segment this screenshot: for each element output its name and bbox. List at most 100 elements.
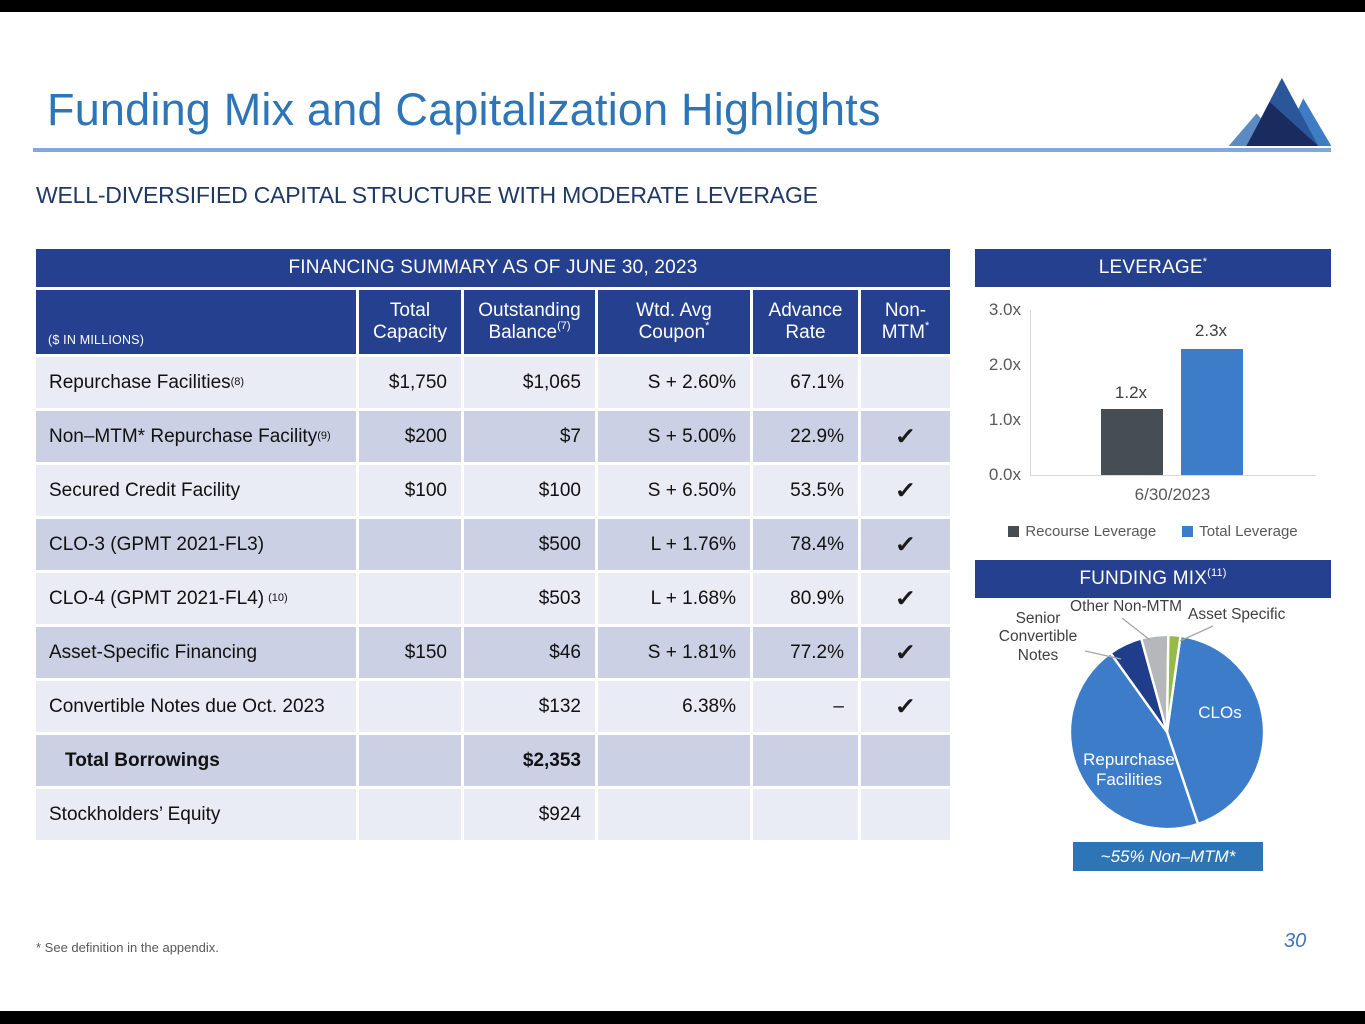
- cell-capacity: $1,750: [359, 357, 461, 408]
- column-header-coupon: Wtd. Avg Coupon*: [598, 290, 750, 354]
- bottom-bar: [0, 1011, 1365, 1024]
- cell-capacity: $100: [359, 465, 461, 516]
- cell-advance: [753, 735, 858, 786]
- slice-label-senior-convertible-notes: Senior Convertible Notes: [998, 610, 1078, 664]
- row-label: CLO-4 (GPMT 2021-FL4) (10): [36, 573, 356, 624]
- y-tick: 2.0x: [988, 355, 1021, 374]
- row-label: Stockholders’ Equity: [36, 789, 356, 840]
- legend-swatch-recourse: [1008, 526, 1020, 537]
- y-tick: 0.0x: [988, 465, 1021, 484]
- cell-capacity: [359, 519, 461, 570]
- slice-label-repurchase-facilities: Repurchase Facilities: [1083, 750, 1175, 790]
- cell-balance: $2,353: [464, 735, 595, 786]
- y-tick: 3.0x: [988, 300, 1021, 319]
- check-icon: ✓: [894, 585, 917, 611]
- cell-capacity: [359, 573, 461, 624]
- funding-mix-pie-chart: [1068, 633, 1266, 831]
- cell-balance: $1,065: [464, 357, 595, 408]
- row-label: Non–MTM* Repurchase Facility (9): [36, 411, 356, 462]
- cell-nonmtm: ✓: [861, 573, 950, 624]
- financing-table: FINANCING SUMMARY AS OF JUNE 30, 2023 ($…: [36, 249, 950, 840]
- row-label: Repurchase Facilities (8): [36, 357, 356, 408]
- title-divider: [33, 148, 1331, 152]
- check-icon: ✓: [894, 693, 917, 719]
- page-title: Funding Mix and Capitalization Highlight…: [47, 84, 881, 135]
- row-label: Asset-Specific Financing: [36, 627, 356, 678]
- cell-advance: 22.9%: [753, 411, 858, 462]
- check-icon: ✓: [894, 477, 917, 503]
- cell-coupon: S + 5.00%: [598, 411, 750, 462]
- cell-nonmtm: ✓: [861, 681, 950, 732]
- subtitle: WELL-DIVERSIFIED CAPITAL STRUCTURE WITH …: [36, 182, 818, 208]
- column-header-capacity: Total Capacity: [359, 290, 461, 354]
- cell-balance: $132: [464, 681, 595, 732]
- column-header-balance: Outstanding Balance(7): [464, 290, 595, 354]
- footnote: * See definition in the appendix.: [36, 940, 219, 955]
- cell-capacity: [359, 681, 461, 732]
- plot-area: [1030, 310, 1316, 476]
- cell-advance: 77.2%: [753, 627, 858, 678]
- cell-balance: $924: [464, 789, 595, 840]
- cell-advance: [753, 789, 858, 840]
- cell-advance: –: [753, 681, 858, 732]
- row-label: Total Borrowings: [36, 735, 356, 786]
- chart-legend: Recourse Leverage Total Leverage: [975, 523, 1331, 540]
- x-axis-category: 6/30/2023: [1134, 485, 1211, 504]
- cell-balance: $503: [464, 573, 595, 624]
- check-icon: ✓: [894, 531, 917, 557]
- cell-nonmtm: ✓: [861, 627, 950, 678]
- cell-advance: 53.5%: [753, 465, 858, 516]
- slice-label-clos: CLOs: [1198, 703, 1242, 722]
- cell-coupon: L + 1.76%: [598, 519, 750, 570]
- cell-balance: $100: [464, 465, 595, 516]
- cell-advance: 67.1%: [753, 357, 858, 408]
- table-title: FINANCING SUMMARY AS OF JUNE 30, 2023: [36, 249, 950, 287]
- slice-label-other-non-mtm: Other Non-MTM: [1070, 598, 1182, 615]
- cell-balance: $500: [464, 519, 595, 570]
- check-icon: ✓: [894, 639, 917, 665]
- row-label: Secured Credit Facility: [36, 465, 356, 516]
- legend-item: Recourse Leverage: [1008, 523, 1156, 540]
- cell-coupon: L + 1.68%: [598, 573, 750, 624]
- leverage-chart: 3.0x 2.0x 1.0x 0.0x 1.2x 2.3x 6/30/2023 …: [975, 287, 1331, 563]
- page-number: 30: [1284, 930, 1307, 952]
- column-header-nonmtm: Non-MTM*: [861, 290, 950, 354]
- check-icon: ✓: [894, 423, 917, 449]
- column-header-advance: Advance Rate: [753, 290, 858, 354]
- bar-0: [1101, 409, 1163, 475]
- cell-nonmtm: [861, 789, 950, 840]
- bar-value-label: 2.3x: [1194, 321, 1228, 340]
- cell-coupon: S + 2.60%: [598, 357, 750, 408]
- cell-nonmtm: ✓: [861, 519, 950, 570]
- row-label: CLO-3 (GPMT 2021-FL3): [36, 519, 356, 570]
- cell-capacity: [359, 789, 461, 840]
- pie-slice: [1165, 634, 1266, 826]
- cell-nonmtm: [861, 735, 950, 786]
- cell-capacity: [359, 735, 461, 786]
- cell-coupon: S + 6.50%: [598, 465, 750, 516]
- slice-label-asset-specific: Asset Specific: [1188, 606, 1286, 623]
- pie-slice: [1068, 651, 1200, 831]
- cell-coupon: 6.38%: [598, 681, 750, 732]
- cell-coupon: S + 1.81%: [598, 627, 750, 678]
- cell-nonmtm: ✓: [861, 411, 950, 462]
- cell-balance: $46: [464, 627, 595, 678]
- cell-capacity: $150: [359, 627, 461, 678]
- legend-label: Recourse Leverage: [1025, 523, 1157, 540]
- cell-advance: 78.4%: [753, 519, 858, 570]
- legend-item: Total Leverage: [1182, 523, 1298, 540]
- legend-swatch-total: [1182, 526, 1194, 537]
- non-mtm-callout-banner: ~55% Non–MTM*: [1073, 842, 1263, 871]
- y-tick: 1.0x: [988, 410, 1021, 429]
- mountain-logo-icon: [1228, 77, 1332, 146]
- bar-1: [1181, 348, 1243, 475]
- legend-label: Total Leverage: [1199, 523, 1298, 540]
- column-header-unit: ($ IN MILLIONS): [36, 290, 356, 354]
- row-label: Convertible Notes due Oct. 2023: [36, 681, 356, 732]
- top-bar: [0, 0, 1365, 12]
- cell-advance: 80.9%: [753, 573, 858, 624]
- funding-mix-panel-header: FUNDING MIX(11): [975, 560, 1331, 598]
- financing-grid: ($ IN MILLIONS) Total Capacity Outstandi…: [36, 290, 950, 840]
- cell-nonmtm: [861, 357, 950, 408]
- cell-capacity: $200: [359, 411, 461, 462]
